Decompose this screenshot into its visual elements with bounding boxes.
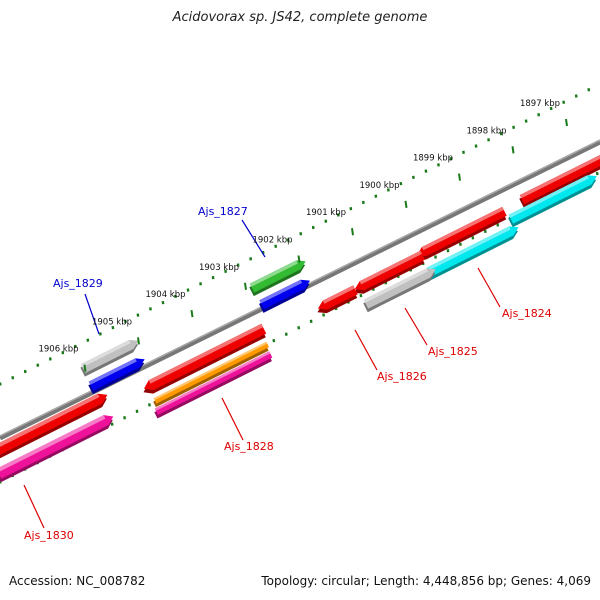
gene-features [0,154,600,483]
gene-label-ajs-1827[interactable]: Ajs_1827 [198,205,266,258]
tick-mark [351,228,354,236]
gene-label-text: Ajs_1830 [24,529,74,542]
gene-label-text: Ajs_1825 [428,345,478,358]
gene-bar-ajs1826 [317,285,358,314]
tick-mark [511,146,515,154]
accession-text: Accession: NC_008782 [9,574,146,588]
ruler-tick-1902: 1902 kbp [252,236,301,263]
gene-label-text: Ajs_1828 [224,440,274,453]
tick-label: 1903 kbp [199,263,239,273]
tick-label: 1902 kbp [252,236,292,246]
gene-label-text: Ajs_1827 [198,205,248,218]
leader-line [354,329,378,371]
tick-mark [404,200,408,209]
gene-bar-ajs1825-red [354,250,425,294]
ruler-tick-1904: 1904 kbp [145,290,194,318]
ruler-tick-1897: 1897 kbp [520,99,568,127]
tick-label: 1904 kbp [145,290,185,300]
gene-bar-ajs1824 [416,206,507,260]
gene-bar-cyan-1824 [426,226,519,281]
tick-mark [565,118,568,127]
tick-label: 1900 kbp [359,181,399,191]
leader-line [23,484,45,529]
ruler-track [0,88,599,484]
map-title: Acidovorax sp. JS42, complete genome [172,10,428,25]
leader-line [404,307,428,346]
gene-bar-ajs1829-blue [88,358,145,395]
tick-label: 1898 kbp [466,126,506,136]
gene-label-ajs-1830[interactable]: Ajs_1830 [23,484,74,542]
gene-label-text: Ajs_1824 [502,307,552,320]
gene-label-ajs-1824[interactable]: Ajs_1824 [477,267,552,320]
tick-label: 1899 kbp [413,154,453,164]
gene-bar-red-far [519,154,600,208]
ruler-tick-1898: 1898 kbp [466,126,515,154]
gene-bar-ajs1829 [80,339,139,377]
gene-bar-ajs1825 [363,268,436,313]
gene-bar-ajs1830-pink [0,415,114,483]
ruler-tick-labels: 1897 kbp 1898 kbp 1899 kbp 1900 kbp 1901 kbp… [38,99,568,372]
gene-bar-ajs1828-orange [153,341,270,408]
tick-mark [458,173,461,181]
ruler-tick-1900: 1900 kbp [359,181,408,209]
ruler-tick-1901: 1901 kbp [306,208,354,236]
gene-bar-ajs1827 [249,260,306,297]
ruler-tick-1906: 1906 kbp [38,345,87,372]
tick-mark [190,309,194,318]
leader-line [477,267,501,308]
tick-mark [137,337,140,345]
tick-mark [244,282,247,290]
tick-mark [83,364,87,372]
tick-label: 1897 kbp [520,99,560,109]
ruler-line-upper [0,88,591,386]
leader-line [241,219,266,258]
gene-label-ajs-1825[interactable]: Ajs_1825 [404,307,478,358]
gene-label-text: Ajs_1826 [377,370,427,383]
tick-mark [297,255,301,263]
gene-bar-ajs1827-blue [258,279,310,313]
topology-summary: Topology: circular; Length: 4,448,856 bp… [261,574,591,588]
gene-bar-ajs1830 [0,393,108,459]
gene-bar-ajs1828-pink [154,351,273,419]
tick-label: 1906 kbp [38,345,78,355]
ruler-tick-1905: 1905 kbp [92,317,140,345]
gene-label-text: Ajs_1829 [53,277,103,290]
gene-label-ajs-1829[interactable]: Ajs_1829 [53,277,103,335]
ruler-tick-1903: 1903 kbp [199,263,247,290]
gene-bar-cyan-far [508,175,597,228]
gene-label-ajs-1826[interactable]: Ajs_1826 [354,329,427,383]
gene-bar-ajs1828 [143,323,267,394]
gene-label-ajs-1828[interactable]: Ajs_1828 [221,397,274,453]
ruler-tick-1899: 1899 kbp [413,154,461,181]
leader-line [221,397,244,441]
tick-label: 1905 kbp [92,317,132,327]
tick-label: 1901 kbp [306,208,346,218]
leader-line [84,293,100,335]
